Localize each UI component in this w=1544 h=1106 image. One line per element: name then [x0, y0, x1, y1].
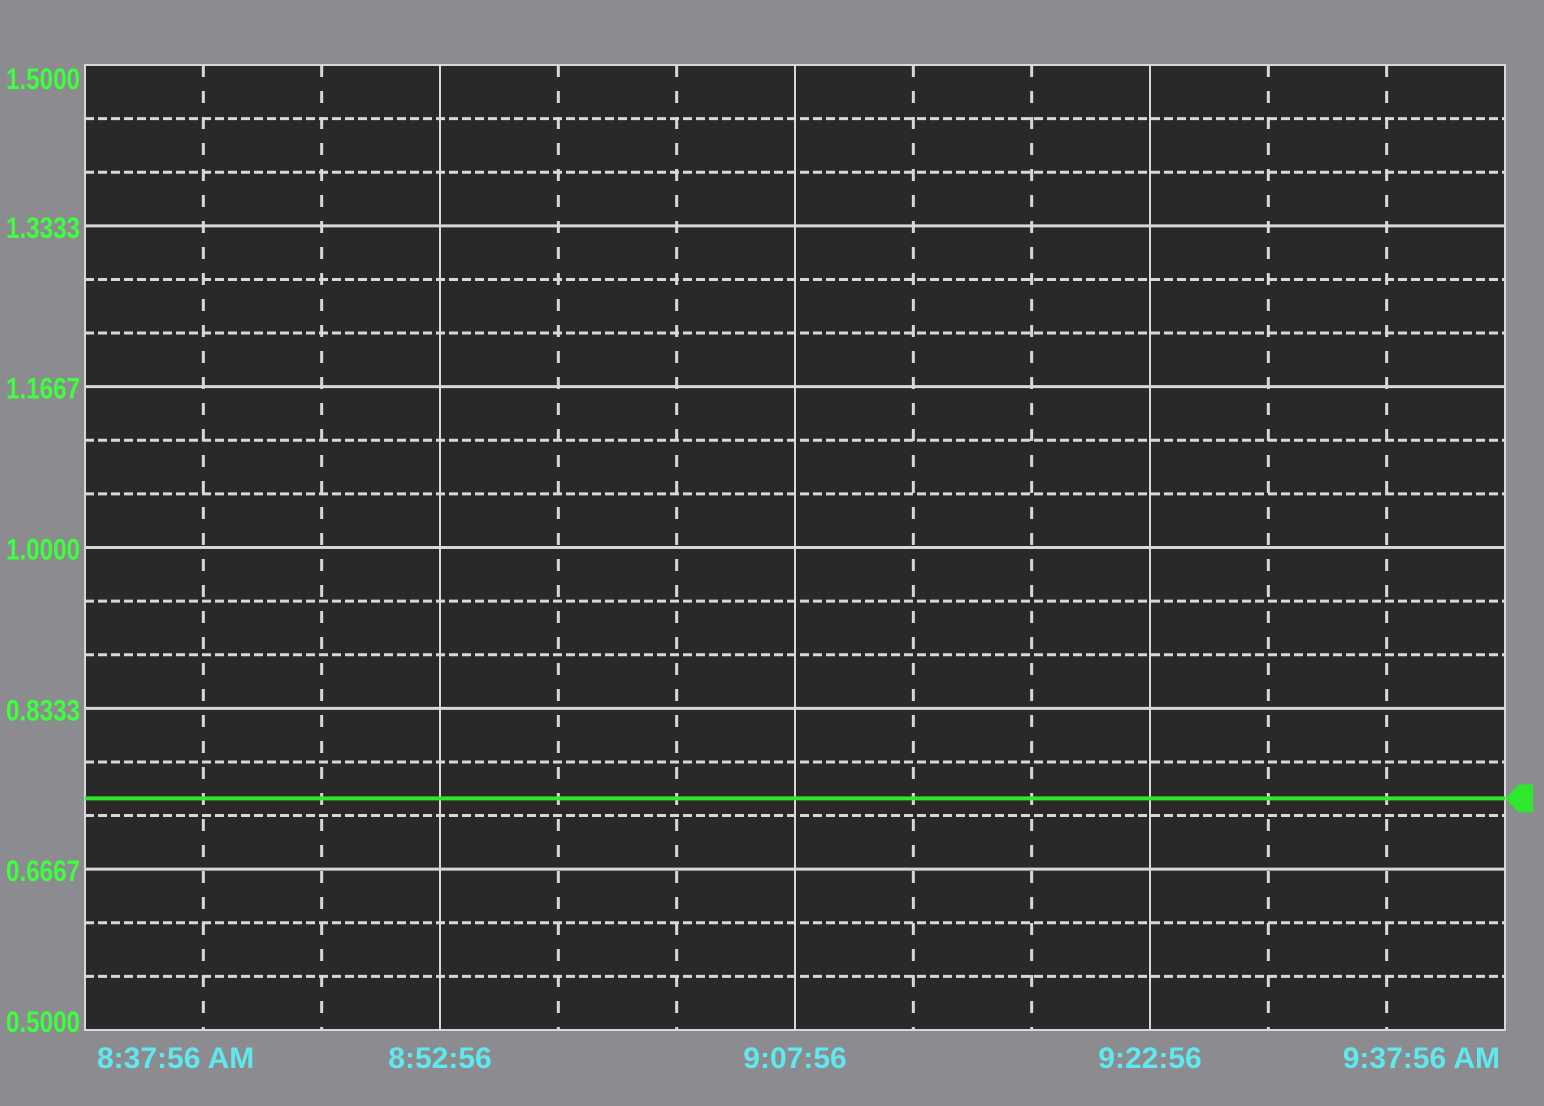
- x-tick-label: 8:37:56 AM: [97, 1042, 254, 1075]
- y-tick-label: 1.3333: [6, 212, 80, 245]
- y-tick-label: 0.5000: [6, 1006, 80, 1039]
- grid: [85, 65, 1505, 1030]
- y-axis: 1.5000 1.3333 1.1667 1.0000 0.8333 0.6667 0.50…: [6, 63, 80, 1039]
- x-tick-label: 9:07:56: [743, 1042, 846, 1075]
- pen-marker-icon: [1505, 784, 1533, 813]
- y-tick-label: 1.0000: [6, 534, 80, 567]
- x-tick-label: 9:22:56: [1098, 1042, 1201, 1075]
- y-tick-label: 0.8333: [6, 694, 80, 727]
- series-layer: [85, 784, 1533, 813]
- x-axis: 8:37:56 AM 8:52:56 9:07:56 9:22:56 9:37:56 A…: [97, 1042, 1500, 1075]
- x-tick-label: 9:37:56 AM: [1343, 1042, 1500, 1075]
- y-tick-label: 0.6667: [6, 855, 80, 888]
- y-tick-label: 1.1667: [6, 373, 80, 406]
- x-tick-label: 8:52:56: [388, 1042, 491, 1075]
- y-tick-label: 1.5000: [6, 63, 80, 96]
